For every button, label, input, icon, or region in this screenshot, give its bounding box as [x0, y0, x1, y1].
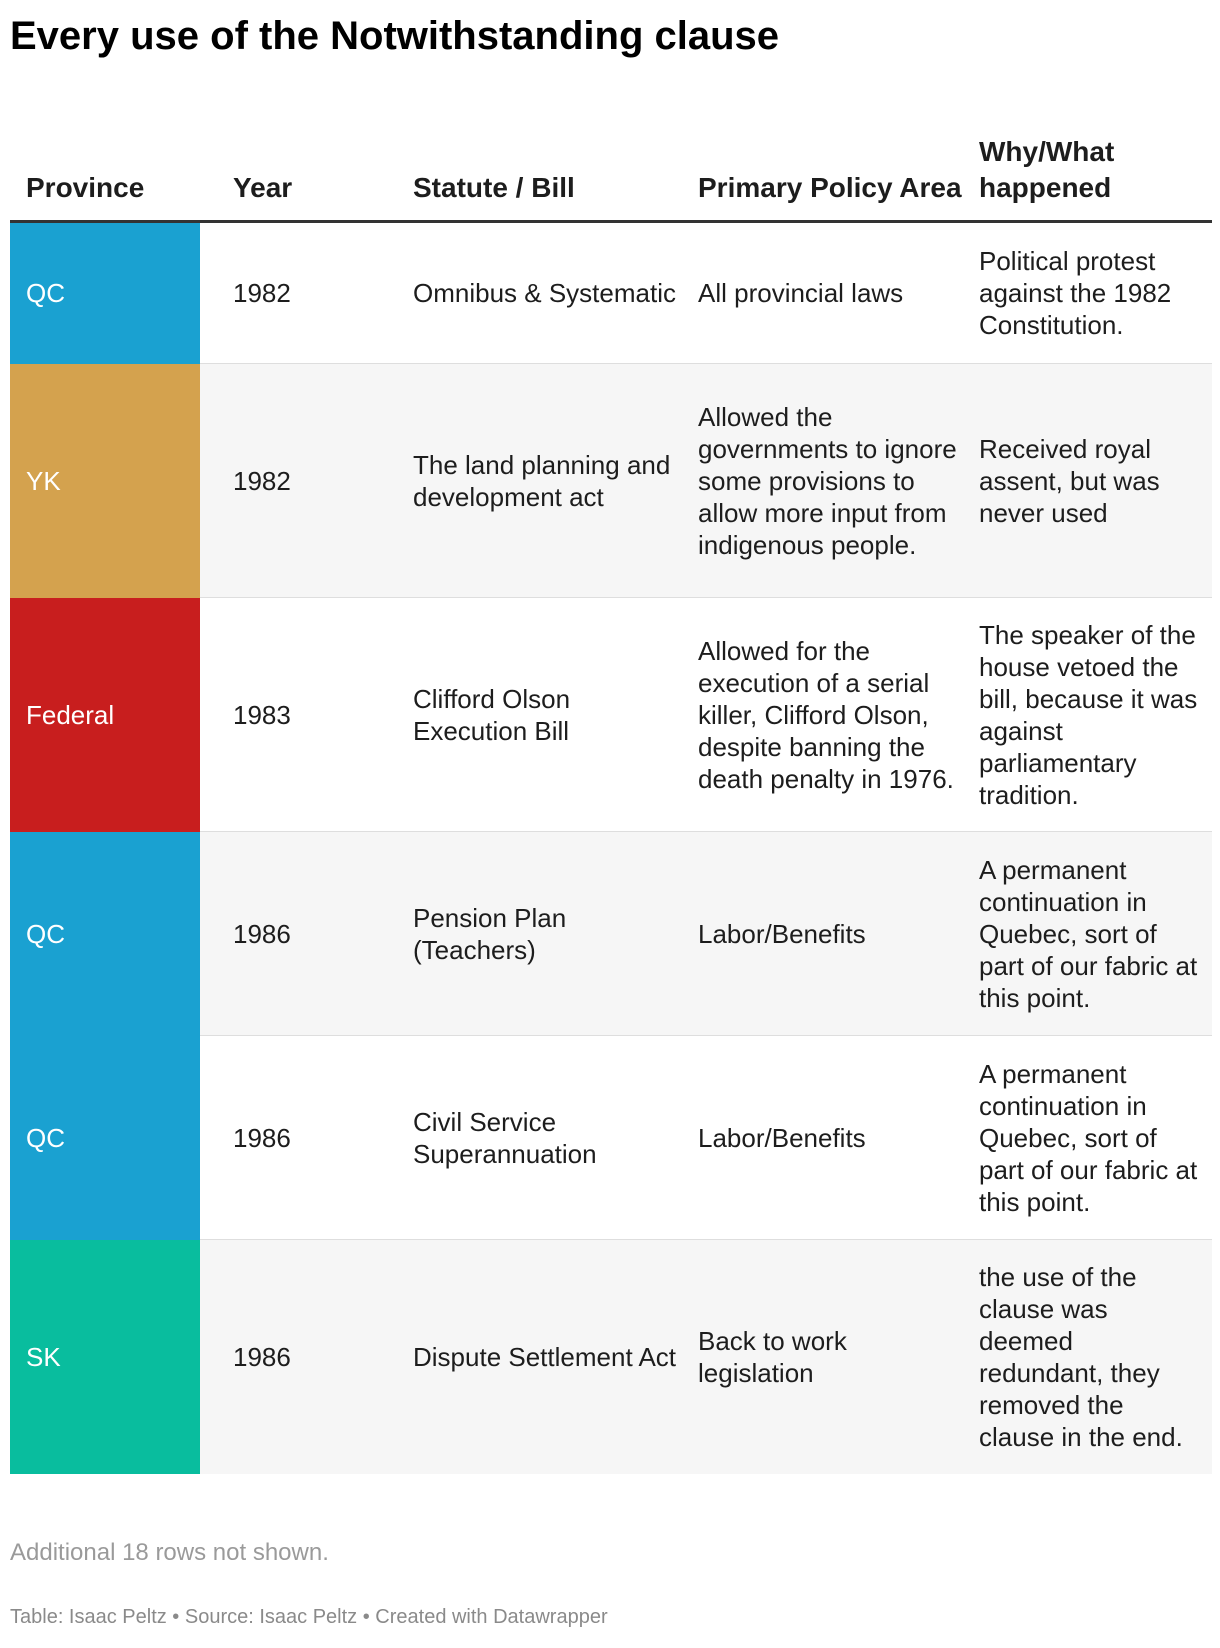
province-cell: QC: [10, 221, 200, 364]
year-cell: 1986: [200, 831, 397, 1036]
table-row: SK 1986 Dispute Settlement Act Back to work…: [10, 1239, 1212, 1474]
column-header-policy-area[interactable]: Primary Policy Area: [688, 104, 967, 223]
statute-cell: Omnibus & Systematic: [397, 221, 688, 364]
why-cell: A permanent continuation in Quebec, sort…: [967, 1035, 1212, 1240]
province-cell: QC: [10, 831, 200, 1036]
statute-cell: Pension Plan (Teachers): [397, 831, 688, 1036]
source-footer: Table: Isaac Peltz • Source: Isaac Peltz…: [10, 1606, 608, 1628]
table-row: Federal 1983 Clifford Olson Execution Bill…: [10, 597, 1212, 832]
policy-area-cell: Allowed for the execution of a serial ki…: [688, 597, 967, 832]
table-header-row: Province Year Statute / Bill Primary Pol…: [10, 104, 1212, 223]
column-header-statute[interactable]: Statute / Bill: [397, 104, 688, 223]
statute-cell: Civil Service Superannuation: [397, 1035, 688, 1240]
province-cell: QC: [10, 1035, 200, 1240]
why-cell: The speaker of the house vetoed the bill…: [967, 597, 1212, 832]
table-row: QC 1982 Omnibus & Systematic All provincial…: [10, 221, 1212, 364]
year-cell: 1982: [200, 363, 397, 598]
policy-area-cell: Labor/Benefits: [688, 1035, 967, 1240]
table-row: YK 1982 The land planning and development …: [10, 363, 1212, 598]
statute-cell: The land planning and development act: [397, 363, 688, 598]
province-cell: Federal: [10, 597, 200, 832]
why-cell: A permanent continuation in Quebec, sort…: [967, 831, 1212, 1036]
province-cell: SK: [10, 1239, 200, 1474]
year-cell: 1983: [200, 597, 397, 832]
table-row: QC 1986 Pension Plan (Teachers) Labor/Benef…: [10, 831, 1212, 1036]
table-row: QC 1986 Civil Service Superannuation Labor/…: [10, 1035, 1212, 1240]
policy-area-cell: Labor/Benefits: [688, 831, 967, 1036]
policy-area-cell: Allowed the governments to ignore some p…: [688, 363, 967, 598]
year-cell: 1986: [200, 1035, 397, 1240]
table-body: QC 1982 Omnibus & Systematic All provincial…: [10, 221, 1212, 1474]
column-header-why[interactable]: Why/What happened: [967, 104, 1212, 223]
year-cell: 1982: [200, 221, 397, 364]
data-table: Province Year Statute / Bill Primary Pol…: [10, 104, 1212, 1474]
column-header-province[interactable]: Province: [10, 104, 200, 223]
why-cell: the use of the clause was deemed redunda…: [967, 1239, 1212, 1474]
province-cell: YK: [10, 363, 200, 598]
statute-cell: Dispute Settlement Act: [397, 1239, 688, 1474]
policy-area-cell: All provincial laws: [688, 221, 967, 364]
why-cell: Received royal assent, but was never use…: [967, 363, 1212, 598]
rows-not-shown-note: Additional 18 rows not shown.: [10, 1539, 329, 1566]
chart-title: Every use of the Notwithstanding clause: [10, 14, 780, 58]
statute-cell: Clifford Olson Execution Bill: [397, 597, 688, 832]
column-header-year[interactable]: Year: [200, 104, 397, 223]
policy-area-cell: Back to work legislation: [688, 1239, 967, 1474]
why-cell: Political protest against the 1982 Const…: [967, 221, 1212, 364]
year-cell: 1986: [200, 1239, 397, 1474]
